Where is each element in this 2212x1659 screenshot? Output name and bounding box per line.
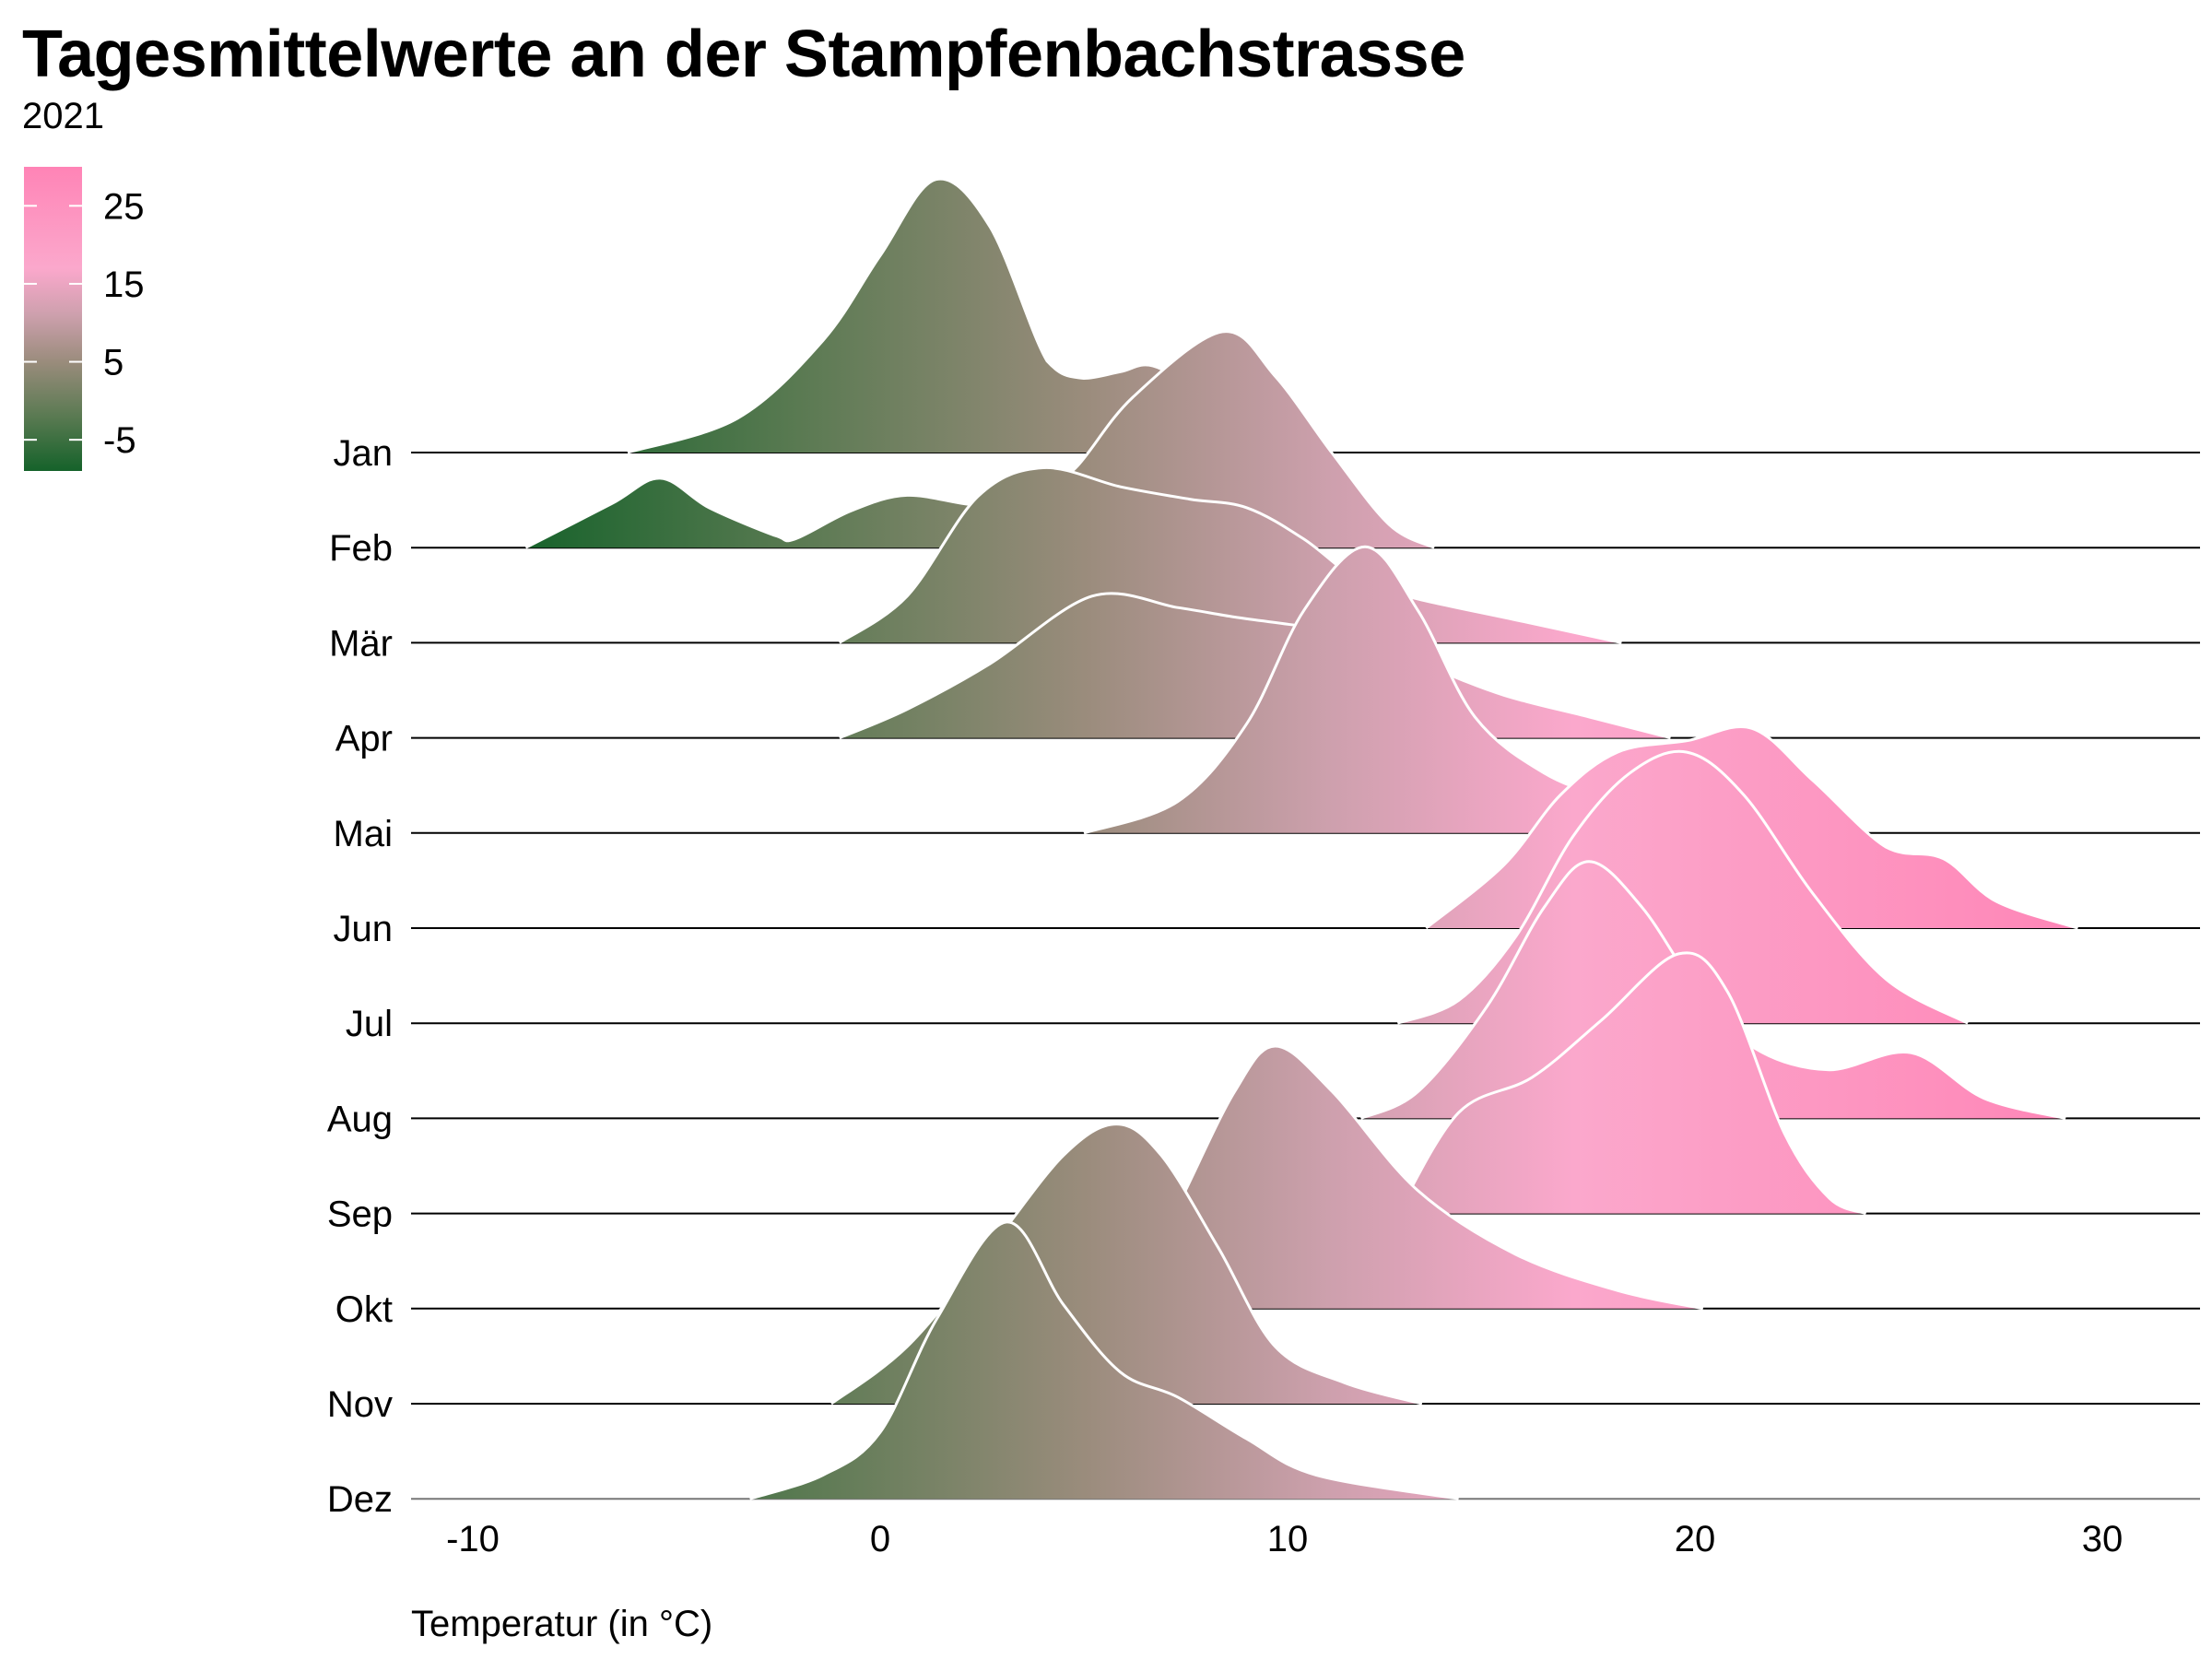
ridge-outline — [1396, 749, 1969, 1025]
colorbar-tick-label: 25 — [103, 186, 145, 227]
colorbar-tick-label: 15 — [103, 265, 145, 305]
colorbar-tick-label: -5 — [103, 420, 136, 461]
ridge-area — [749, 1221, 1459, 1500]
x-tick-label: 0 — [870, 1519, 890, 1559]
x-tick-label: 30 — [2082, 1519, 2124, 1559]
chart-title: Tagesmittelwerte an der Stampfenbachstra… — [22, 18, 1465, 91]
ridge-mai: Mai — [334, 545, 2200, 854]
ridge-area — [1084, 547, 1728, 833]
ridge-outline — [1425, 725, 2078, 930]
ridge-area — [839, 467, 1622, 643]
ridge-area — [525, 331, 1435, 548]
x-axis-label: Temperatur (in °C) — [411, 1604, 712, 1644]
y-tick-label: Feb — [329, 528, 393, 569]
ridge-outline — [838, 465, 1622, 644]
y-tick-label: Dez — [327, 1479, 393, 1520]
ridge-outline — [1396, 951, 1867, 1216]
y-tick-label: Apr — [335, 719, 393, 759]
y-tick-label: Okt — [335, 1289, 393, 1330]
ridges: Jan Feb Mär Apr Mai Jun Jul Aug Sep Okt Nov Dez — [327, 177, 2200, 1520]
ridge-outline — [749, 1220, 1459, 1500]
chart-subtitle: 2021 — [22, 96, 104, 136]
y-tick-label: Jun — [334, 909, 394, 949]
ridge-dez: Dez — [327, 1220, 2200, 1520]
ridge-outline — [830, 1123, 1423, 1406]
x-tick-label: 10 — [1267, 1519, 1309, 1559]
x-tick-label: 20 — [1675, 1519, 1716, 1559]
y-tick-label: Mai — [334, 814, 393, 854]
y-tick-label: Jul — [346, 1004, 393, 1044]
x-axis: -10 0 10 20 30 — [446, 1519, 2123, 1559]
y-tick-label: Mär — [329, 623, 393, 664]
ridge-sep: Sep — [327, 951, 2200, 1235]
ridge-outline — [1359, 860, 2066, 1120]
colorbar — [24, 167, 82, 471]
colorbar-tick-label: 5 — [103, 343, 124, 383]
y-tick-label: Jan — [334, 433, 394, 474]
y-tick-label: Nov — [327, 1384, 393, 1425]
x-tick-label: -10 — [446, 1519, 500, 1559]
color-legend: 25 15 5 -5 — [24, 167, 145, 471]
y-tick-label: Aug — [327, 1099, 393, 1139]
ridge-area — [1397, 952, 1866, 1214]
ridge-outline — [839, 592, 1671, 740]
y-tick-label: Sep — [327, 1194, 393, 1235]
